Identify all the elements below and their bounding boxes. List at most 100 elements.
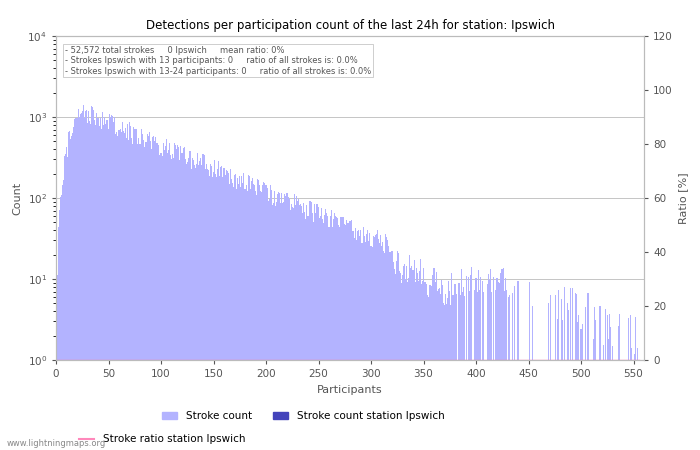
- Bar: [223, 168, 225, 450]
- Bar: [437, 291, 438, 450]
- Bar: [430, 285, 431, 450]
- Bar: [391, 251, 393, 450]
- Bar: [104, 117, 105, 450]
- Bar: [62, 185, 63, 450]
- Bar: [290, 204, 292, 450]
- Bar: [555, 295, 556, 450]
- Bar: [466, 276, 467, 450]
- Bar: [419, 271, 420, 450]
- Legend: Stroke count, Stroke count station Ipswich: Stroke count, Stroke count station Ipswi…: [158, 407, 449, 426]
- Bar: [561, 320, 563, 450]
- Bar: [382, 242, 383, 450]
- Bar: [179, 160, 181, 450]
- Bar: [147, 134, 148, 450]
- Bar: [168, 149, 169, 450]
- Bar: [612, 346, 613, 450]
- Bar: [261, 192, 262, 450]
- Bar: [498, 283, 500, 450]
- Bar: [487, 284, 488, 450]
- Text: - 52,572 total strokes     0 Ipswich     mean ratio: 0%
- Strokes Ipswich with 1: - 52,572 total strokes 0 Ipswich mean ra…: [65, 46, 371, 76]
- Bar: [461, 270, 462, 450]
- Bar: [304, 212, 305, 450]
- Bar: [361, 243, 362, 450]
- Bar: [418, 281, 419, 450]
- Bar: [151, 149, 152, 450]
- Bar: [379, 243, 380, 450]
- Bar: [128, 140, 129, 450]
- Bar: [414, 282, 416, 450]
- Bar: [315, 213, 316, 450]
- Bar: [594, 307, 595, 450]
- Bar: [548, 303, 549, 450]
- Bar: [271, 190, 272, 450]
- Bar: [355, 228, 356, 450]
- Bar: [250, 189, 251, 450]
- Bar: [68, 132, 69, 450]
- Bar: [576, 294, 578, 450]
- Bar: [166, 140, 167, 450]
- Bar: [469, 292, 470, 450]
- Bar: [605, 309, 606, 450]
- Bar: [188, 158, 189, 450]
- Bar: [416, 273, 418, 450]
- Bar: [265, 185, 267, 450]
- Bar: [84, 118, 85, 450]
- Bar: [93, 109, 95, 450]
- Bar: [483, 292, 484, 450]
- Bar: [378, 239, 379, 450]
- Bar: [80, 112, 82, 450]
- Bar: [262, 184, 263, 450]
- Bar: [514, 286, 515, 450]
- Bar: [405, 279, 406, 450]
- Bar: [171, 159, 172, 450]
- Bar: [122, 131, 124, 450]
- Bar: [402, 274, 403, 450]
- Bar: [251, 181, 252, 450]
- Bar: [74, 119, 76, 450]
- Bar: [423, 268, 424, 450]
- Bar: [307, 216, 309, 450]
- Bar: [420, 259, 421, 450]
- Bar: [403, 266, 404, 450]
- Bar: [187, 162, 188, 450]
- Bar: [564, 287, 565, 450]
- Bar: [89, 121, 90, 450]
- Bar: [351, 231, 353, 450]
- Bar: [254, 184, 255, 450]
- Bar: [294, 194, 295, 450]
- Bar: [129, 122, 130, 450]
- Bar: [458, 283, 460, 450]
- Bar: [618, 326, 620, 450]
- Bar: [237, 178, 238, 450]
- Bar: [385, 234, 386, 450]
- Bar: [399, 271, 400, 450]
- Bar: [282, 203, 284, 450]
- Bar: [110, 117, 111, 450]
- Bar: [503, 268, 504, 450]
- Bar: [608, 339, 609, 450]
- Bar: [288, 199, 290, 450]
- Bar: [215, 174, 216, 450]
- Bar: [227, 171, 228, 450]
- Bar: [164, 146, 166, 450]
- Bar: [72, 133, 74, 450]
- Bar: [360, 230, 361, 450]
- Bar: [302, 213, 303, 450]
- Bar: [421, 284, 422, 450]
- Bar: [364, 236, 365, 450]
- Bar: [447, 298, 448, 450]
- Bar: [468, 277, 469, 450]
- Bar: [239, 176, 240, 450]
- Bar: [480, 278, 481, 450]
- Bar: [444, 305, 445, 450]
- Bar: [506, 291, 507, 450]
- Bar: [610, 327, 611, 450]
- Bar: [154, 140, 155, 450]
- Bar: [637, 348, 638, 450]
- Bar: [107, 120, 108, 450]
- Bar: [342, 217, 343, 450]
- Bar: [441, 280, 442, 450]
- Bar: [491, 292, 492, 450]
- Bar: [365, 242, 366, 450]
- Bar: [343, 216, 344, 450]
